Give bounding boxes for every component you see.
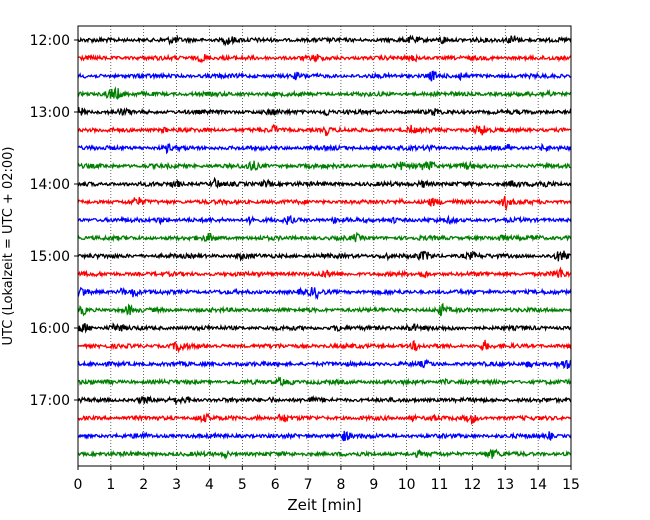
x-tick-label: 12: [463, 477, 481, 493]
plot-frame: [77, 25, 572, 467]
x-tick-label: 7: [304, 477, 313, 493]
x-tick-label: 9: [369, 477, 378, 493]
x-tick-label: 5: [238, 477, 247, 493]
y-tick-label: 13:00: [30, 105, 70, 121]
trace-1745: [77, 448, 572, 460]
trace-1615: [77, 339, 572, 354]
x-tick-label: 3: [172, 477, 181, 493]
grid-lines: [110, 26, 539, 466]
trace-1630: [77, 358, 572, 370]
y-tick-label: 14:00: [30, 177, 70, 193]
trace-1415: [77, 195, 572, 212]
trace-1330: [77, 142, 572, 155]
y-tick-label: 12:00: [30, 33, 70, 49]
x-tick-label: 15: [562, 477, 580, 493]
trace-1530: [77, 286, 572, 301]
x-tick-label: 2: [139, 477, 148, 493]
trace-1600: [77, 322, 572, 334]
trace-1200: [77, 34, 572, 47]
trace-1245: [77, 86, 572, 100]
trace-1700: [77, 394, 572, 406]
trace-1345: [77, 160, 572, 172]
trace-1445: [77, 231, 572, 243]
x-tick-label: 6: [271, 477, 280, 493]
y-tick-label: 15:00: [30, 249, 70, 265]
trace-1215: [77, 53, 572, 64]
trace-1730: [77, 430, 572, 442]
trace-1315: [77, 123, 572, 137]
trace-1545: [77, 302, 572, 317]
x-tick-label: 11: [431, 477, 449, 493]
x-tick-label: 13: [496, 477, 514, 493]
trace-1715: [77, 412, 572, 425]
x-tick-label: 8: [336, 477, 345, 493]
x-axis-ticks: 0 1 2 3 4 5 6 7 8 9 10 11 12 13 14 15: [74, 466, 580, 493]
x-tick-label: 1: [106, 477, 115, 493]
x-axis-label: Zeit [min]: [287, 496, 361, 514]
x-tick-label: 4: [205, 477, 214, 493]
trace-1400: [77, 176, 572, 189]
y-axis-ticks: 12:00 13:00 14:00 15:00 16:00 17:00: [30, 33, 78, 409]
trace-1230: [77, 70, 572, 82]
y-axis-label: UTC (Lokalzeit = UTC + 02:00): [1, 147, 16, 346]
y-tick-label: 16:00: [30, 321, 70, 337]
seismogram-traces: [77, 34, 572, 460]
trace-1430: [77, 214, 572, 227]
trace-1515: [77, 266, 572, 279]
trace-1645: [77, 375, 572, 387]
y-tick-label: 17:00: [30, 393, 70, 409]
trace-1500: [77, 250, 572, 262]
x-tick-label: 0: [74, 477, 83, 493]
trace-1300: [77, 107, 572, 117]
x-tick-label: 14: [529, 477, 547, 493]
x-tick-label: 10: [398, 477, 416, 493]
